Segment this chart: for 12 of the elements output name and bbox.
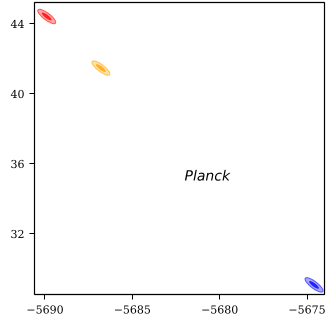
y-tick-label: 40 <box>10 88 25 101</box>
x-tick-label: −5690 <box>26 304 64 316</box>
x-tick-label: −5675 <box>288 304 326 316</box>
y-tick-label: 36 <box>10 158 25 171</box>
point <box>304 277 324 293</box>
point <box>37 8 56 24</box>
x-tick-label: −5680 <box>201 304 238 316</box>
x-tick-label: −5685 <box>114 304 151 316</box>
point <box>91 60 110 76</box>
y-tick-label: 44 <box>10 18 25 31</box>
y-tick-label: 32 <box>10 228 25 241</box>
annotation: Planck <box>184 168 231 184</box>
